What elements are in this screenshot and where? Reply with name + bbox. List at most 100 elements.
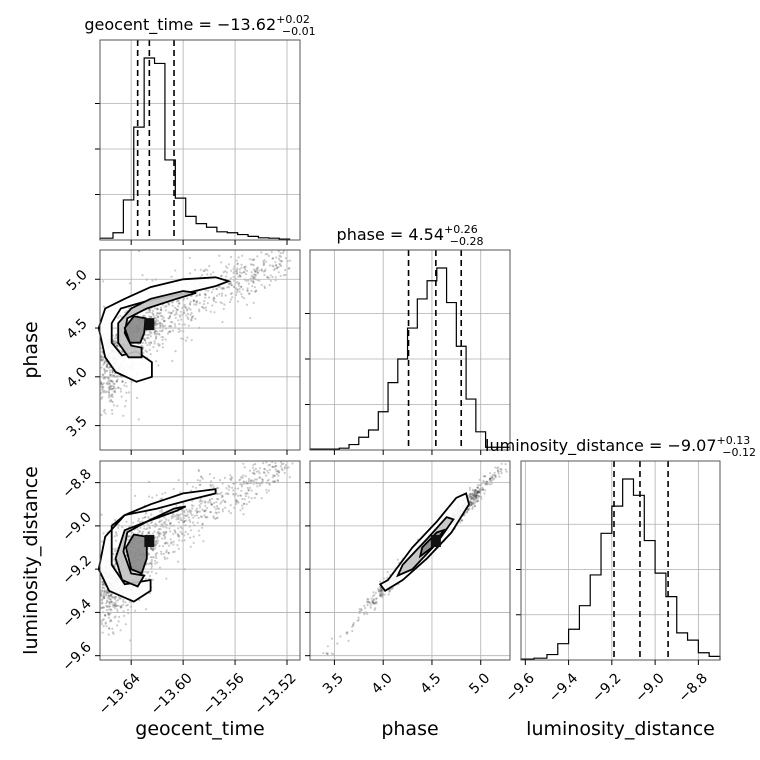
sample-point-1-493 <box>241 507 244 510</box>
sample-point-0-117 <box>192 299 195 302</box>
sample-point-2-309 <box>379 589 383 592</box>
sample-point-2-1349 <box>460 519 463 522</box>
sample-point-1-292 <box>114 565 117 569</box>
sample-point-0-850 <box>268 284 271 287</box>
sample-point-2-1159 <box>470 501 473 504</box>
sample-point-1-578 <box>179 516 182 520</box>
sample-point-0-173 <box>179 310 183 313</box>
sample-point-2-632 <box>475 494 478 497</box>
sample-point-0-718 <box>155 332 159 336</box>
sample-point-2-956 <box>482 479 485 482</box>
sample-point-1-69 <box>114 602 117 605</box>
sample-point-0-1068 <box>143 338 147 342</box>
sample-point-2-943 <box>372 598 375 601</box>
sample-point-1-863 <box>157 528 161 531</box>
sample-point-1-671 <box>247 489 250 492</box>
sample-point-0-160 <box>161 330 164 333</box>
sample-point-0-323 <box>188 302 192 305</box>
sample-point-1-190 <box>204 500 207 503</box>
sample-point-0-699 <box>172 309 175 313</box>
sample-point-1-270 <box>183 520 186 523</box>
sample-point-1-898 <box>156 537 159 540</box>
sample-point-0-29 <box>240 263 243 266</box>
sample-point-0-1280 <box>190 318 193 321</box>
sample-point-1-773 <box>100 580 103 583</box>
sample-point-0-1074 <box>160 322 163 325</box>
sample-point-2-415 <box>473 488 477 491</box>
sample-point-2-806 <box>477 490 480 493</box>
sample-point-1-366 <box>101 586 104 589</box>
sample-point-0-871 <box>100 356 103 359</box>
sample-point-1-608 <box>102 594 106 598</box>
sample-point-2-1197 <box>471 493 474 496</box>
sample-point-0-1243 <box>169 330 172 333</box>
sample-point-0-857 <box>278 254 281 257</box>
sample-point-0-1032 <box>161 338 164 341</box>
sample-point-0-524 <box>186 309 189 312</box>
sample-point-1-1160 <box>149 556 152 559</box>
sample-point-0-876 <box>250 271 253 274</box>
sample-point-2-662 <box>499 468 502 471</box>
sample-point-2-231 <box>370 597 373 600</box>
sample-point-1-923 <box>165 518 168 521</box>
sample-point-1-748 <box>189 536 192 539</box>
sample-point-1-828 <box>122 600 125 603</box>
sample-point-0-445 <box>236 280 239 284</box>
sample-point-2-1366 <box>322 652 325 655</box>
sample-point-1-1107 <box>111 631 114 634</box>
sample-point-1-370 <box>221 510 224 513</box>
sample-point-1-1202 <box>164 530 167 534</box>
sample-point-1-431 <box>108 605 111 608</box>
sample-point-1-1277 <box>168 522 172 526</box>
sample-point-0-432 <box>119 387 122 390</box>
sample-point-1-1009 <box>111 603 114 606</box>
sample-point-0-584 <box>110 395 113 398</box>
sample-point-0-264 <box>245 273 248 276</box>
sample-point-2-85 <box>375 601 378 604</box>
sample-point-0-1079 <box>245 303 248 306</box>
sample-point-2-936 <box>373 602 377 605</box>
sample-point-2-626 <box>497 470 500 473</box>
sample-point-0-85 <box>282 274 285 277</box>
sample-point-1-1095 <box>103 589 106 593</box>
sample-point-1-741 <box>147 562 150 566</box>
sample-point-1-1023 <box>165 526 168 529</box>
sample-point-1-1115 <box>215 501 218 504</box>
sample-point-0-1147 <box>160 306 163 309</box>
sample-point-0-184 <box>102 385 105 389</box>
y-axis-label-phase: phase <box>20 321 42 378</box>
sample-point-1-714 <box>172 532 175 536</box>
sample-point-0-121 <box>224 265 228 268</box>
sample-point-0-759 <box>252 280 255 283</box>
sample-point-0-135 <box>119 390 122 393</box>
sample-point-1-873 <box>192 521 195 524</box>
sample-point-0-245 <box>167 330 170 334</box>
sample-point-1-566 <box>225 487 228 490</box>
sample-point-0-378 <box>161 315 164 318</box>
sample-point-0-360 <box>264 260 268 263</box>
sample-point-0-8 <box>103 377 106 380</box>
sample-point-0-200 <box>100 383 103 386</box>
sample-point-0-239 <box>246 289 249 292</box>
sample-point-0-499 <box>144 333 147 336</box>
sample-point-2-1378 <box>371 601 375 604</box>
sample-point-1-1084 <box>191 499 194 502</box>
sample-point-0-1183 <box>163 305 167 308</box>
sample-point-1-987 <box>185 514 188 518</box>
sample-point-1-227 <box>151 532 155 535</box>
sample-point-1-199 <box>197 529 200 532</box>
sample-point-0-1072 <box>232 267 235 270</box>
sample-point-1-839 <box>154 522 157 525</box>
sample-point-0-1180 <box>279 252 282 255</box>
sample-point-0-493 <box>237 300 240 303</box>
sample-point-2-642 <box>465 511 468 514</box>
sample-point-1-144 <box>145 562 148 565</box>
sample-point-0-287 <box>201 306 204 309</box>
sample-point-1-301 <box>247 479 250 482</box>
sample-point-0-582 <box>116 404 119 407</box>
sample-point-0-513 <box>206 273 209 276</box>
sample-point-1-1291 <box>179 513 182 516</box>
sample-point-2-752 <box>379 595 382 598</box>
sample-point-1-287 <box>137 517 140 520</box>
sample-point-2-78 <box>474 493 477 496</box>
